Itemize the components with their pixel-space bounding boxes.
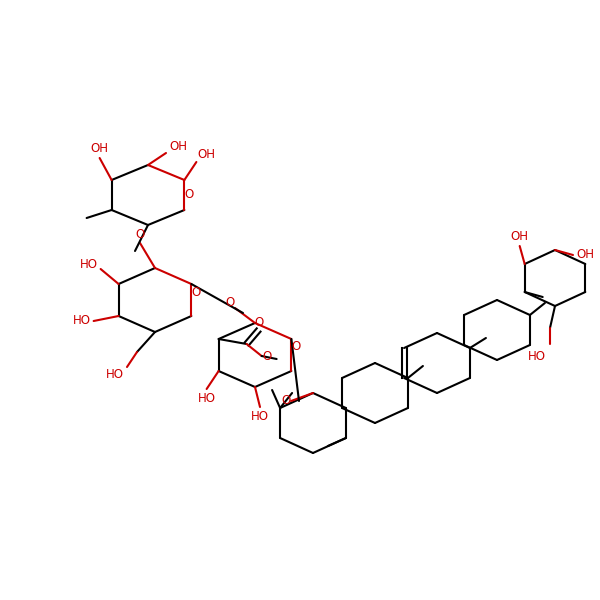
Text: OH: OH: [197, 148, 215, 161]
Text: O: O: [281, 395, 290, 407]
Text: O: O: [226, 296, 235, 310]
Text: HO: HO: [80, 257, 98, 271]
Text: HO: HO: [106, 367, 124, 380]
Text: O: O: [136, 229, 145, 241]
Text: HO: HO: [528, 349, 546, 362]
Text: HO: HO: [251, 410, 269, 424]
Text: O: O: [192, 286, 201, 298]
Text: HO: HO: [73, 314, 91, 328]
Text: O: O: [262, 349, 271, 362]
Text: OH: OH: [576, 248, 594, 262]
Text: O: O: [185, 188, 194, 202]
Text: HO: HO: [197, 392, 215, 406]
Text: OH: OH: [169, 140, 187, 154]
Text: OH: OH: [91, 142, 109, 154]
Text: O: O: [292, 340, 301, 353]
Text: O: O: [254, 316, 263, 329]
Text: OH: OH: [511, 229, 529, 242]
